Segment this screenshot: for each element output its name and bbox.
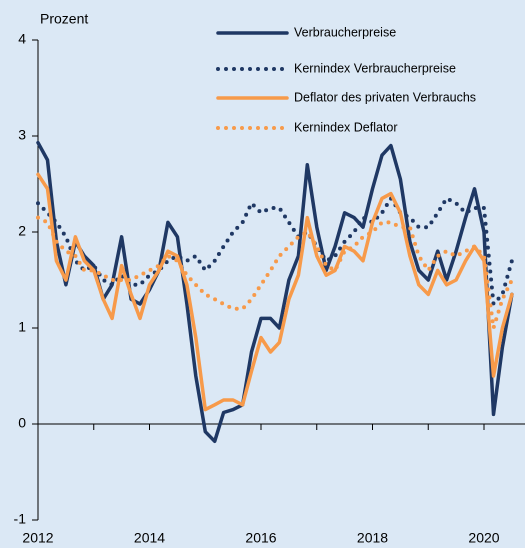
- y-tick-label: 4: [18, 31, 26, 47]
- series-line: [36, 196, 514, 306]
- x-tick-label: 2020: [468, 530, 499, 546]
- x-tick-label: 2012: [22, 530, 53, 546]
- x-tick-label: 2014: [134, 530, 165, 546]
- x-tick-label: 2016: [245, 530, 276, 546]
- legend-label: Verbraucherpreise: [294, 25, 396, 39]
- x-tick-label: 2018: [357, 530, 388, 546]
- series-line: [36, 140, 514, 444]
- y-tick-label: 0: [18, 415, 26, 431]
- legend-label: Deflator des privaten Verbrauchs: [294, 90, 476, 104]
- y-axis-label: Prozent: [40, 11, 88, 27]
- series-line: [36, 172, 514, 412]
- y-tick-label: -1: [14, 511, 27, 527]
- series-line: [36, 215, 514, 330]
- legend-label: Kernindex Deflator: [294, 120, 398, 134]
- y-tick-label: 2: [18, 223, 26, 239]
- y-tick-label: 1: [18, 319, 26, 335]
- legend-label: Kernindex Verbraucherpreise: [294, 61, 456, 75]
- y-tick-label: 3: [18, 127, 26, 143]
